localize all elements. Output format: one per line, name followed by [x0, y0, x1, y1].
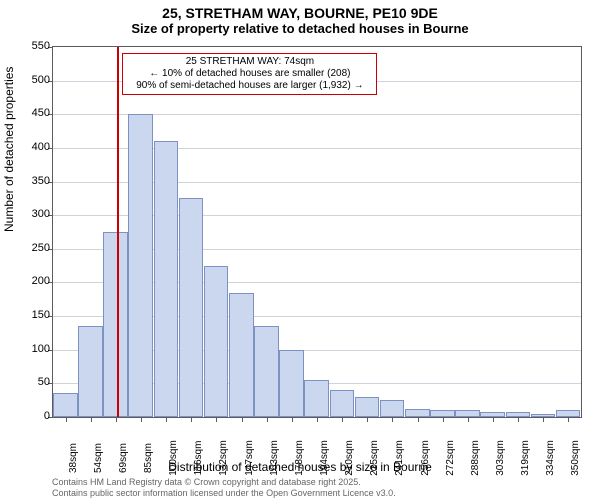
footer-attribution: Contains HM Land Registry data © Crown c…	[52, 477, 396, 498]
xtick-mark	[66, 417, 67, 422]
footer-line1: Contains HM Land Registry data © Crown c…	[52, 477, 396, 487]
xtick-label: 69sqm	[118, 443, 129, 473]
histogram-bar	[179, 198, 204, 417]
xtick-label: 319sqm	[520, 440, 531, 476]
plot-area: 25 STRETHAM WAY: 74sqm← 10% of detached …	[52, 46, 582, 418]
xtick-mark	[493, 417, 494, 422]
ytick-label: 150	[20, 309, 50, 321]
y-axis-label: Number of detached properties	[2, 67, 16, 232]
xtick-mark	[468, 417, 469, 422]
title-block: 25, STRETHAM WAY, BOURNE, PE10 9DE Size …	[0, 0, 600, 36]
ytick-label: 450	[20, 107, 50, 119]
xtick-label: 350sqm	[570, 440, 581, 476]
annotation-line3: 90% of semi-detached houses are larger (…	[127, 80, 372, 92]
histogram-bar	[154, 141, 179, 417]
annotation-box: 25 STRETHAM WAY: 74sqm← 10% of detached …	[122, 53, 377, 95]
histogram-bar	[229, 293, 254, 417]
xtick-mark	[191, 417, 192, 422]
xtick-label: 147sqm	[244, 440, 255, 476]
histogram-bar	[304, 380, 329, 417]
xtick-mark	[292, 417, 293, 422]
ytick-label: 500	[20, 74, 50, 86]
xtick-mark	[518, 417, 519, 422]
xtick-mark	[568, 417, 569, 422]
xtick-label: 116sqm	[193, 441, 204, 476]
histogram-bar	[78, 326, 103, 417]
xtick-mark	[166, 417, 167, 422]
xtick-mark	[267, 417, 268, 422]
xtick-label: 303sqm	[495, 440, 506, 476]
histogram-bar	[405, 409, 430, 417]
ytick-label: 300	[20, 208, 50, 220]
histogram-bar	[330, 390, 355, 417]
histogram-bar	[279, 350, 304, 417]
xtick-mark	[418, 417, 419, 422]
histogram-bar	[556, 410, 581, 417]
ytick-label: 550	[20, 40, 50, 52]
xtick-mark	[367, 417, 368, 422]
xtick-mark	[242, 417, 243, 422]
chart-container: 25, STRETHAM WAY, BOURNE, PE10 9DE Size …	[0, 0, 600, 500]
annotation-line2: ← 10% of detached houses are smaller (20…	[127, 68, 372, 80]
histogram-bar	[53, 393, 78, 417]
footer-line2: Contains public sector information licen…	[52, 488, 396, 498]
xtick-label: 225sqm	[369, 440, 380, 476]
histogram-bar	[254, 326, 279, 417]
histogram-bar	[455, 410, 480, 417]
ytick-label: 0	[20, 410, 50, 422]
property-marker-line	[117, 47, 119, 417]
xtick-mark	[216, 417, 217, 422]
xtick-label: 85sqm	[143, 443, 154, 473]
ytick-label: 400	[20, 141, 50, 153]
xtick-mark	[342, 417, 343, 422]
xtick-mark	[141, 417, 142, 422]
histogram-bar	[430, 410, 455, 417]
histogram-bar	[103, 232, 128, 417]
xtick-label: 256sqm	[420, 440, 431, 476]
xtick-label: 178sqm	[294, 440, 305, 476]
title-address: 25, STRETHAM WAY, BOURNE, PE10 9DE	[0, 5, 600, 21]
xtick-label: 38sqm	[68, 443, 79, 473]
histogram-bar	[128, 114, 153, 417]
histogram-bar	[204, 266, 229, 417]
xtick-mark	[543, 417, 544, 422]
ytick-label: 350	[20, 175, 50, 187]
ytick-label: 50	[20, 376, 50, 388]
title-subtitle: Size of property relative to detached ho…	[0, 21, 600, 36]
xtick-mark	[116, 417, 117, 422]
histogram-bar	[380, 400, 405, 417]
xtick-label: 100sqm	[168, 440, 179, 476]
histogram-bar	[355, 397, 380, 417]
annotation-line1: 25 STRETHAM WAY: 74sqm	[127, 56, 372, 68]
ytick-label: 250	[20, 242, 50, 254]
xtick-label: 194sqm	[319, 440, 330, 476]
xtick-label: 241sqm	[394, 440, 405, 476]
xtick-mark	[392, 417, 393, 422]
xtick-mark	[317, 417, 318, 422]
xtick-label: 163sqm	[269, 440, 280, 476]
xtick-label: 54sqm	[93, 443, 104, 473]
ytick-label: 100	[20, 343, 50, 355]
xtick-label: 210sqm	[344, 440, 355, 476]
xtick-label: 272sqm	[445, 440, 456, 476]
xtick-label: 288sqm	[470, 440, 481, 476]
ytick-label: 200	[20, 275, 50, 287]
xtick-mark	[91, 417, 92, 422]
xtick-label: 132sqm	[218, 440, 229, 476]
xtick-mark	[443, 417, 444, 422]
xtick-label: 334sqm	[545, 440, 556, 476]
